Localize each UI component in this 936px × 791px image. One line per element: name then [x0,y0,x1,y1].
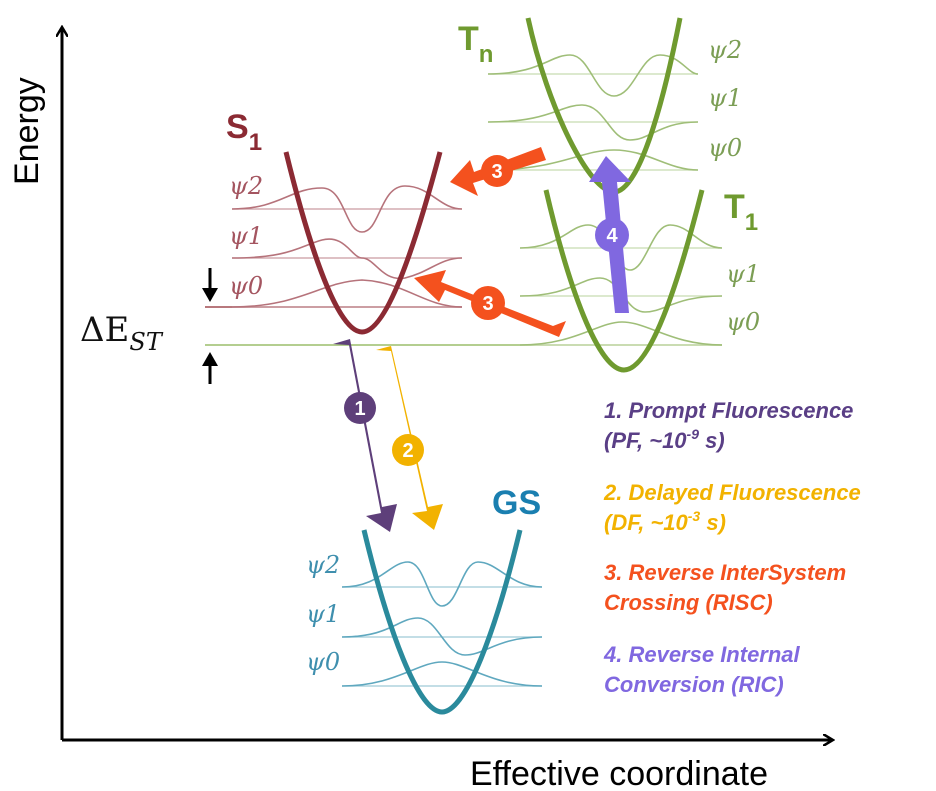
legend-item-ric: 4. Reverse Internal Conversion (RIC) [603,642,801,697]
tn-label: Tn [458,20,493,68]
s1-psi2-label: ψ2 [229,172,263,200]
gs-psi1-label: ψ1 [306,600,340,628]
arrow-2-number: 2 [402,440,413,462]
risc-bottom-arrow: 3 [414,270,566,337]
legend-1-line2: (PF, ~10-9 s) [604,426,725,453]
t1-label: T1 [724,188,758,236]
gs-potential-curve [361,529,523,715]
legend-item-risc: 3. Reverse InterSystem Crossing (RISC) [604,560,846,615]
s1-state: S1 ψ2 ψ1 ψ0 [226,108,463,335]
s1-psi0-label: ψ0 [229,272,263,300]
legend-item-prompt-fluorescence: 1. Prompt Fluorescence (PF, ~10-9 s) [604,398,853,453]
s1-label: S1 [226,108,262,156]
delayed-fluorescence-arrow: 2 [376,346,443,530]
gs-psi0-label: ψ0 [306,648,340,676]
t1-potential-curve [543,189,705,373]
legend: 1. Prompt Fluorescence (PF, ~10-9 s) 2. … [603,398,861,697]
legend-4-line1: 4. Reverse Internal [603,642,801,667]
legend-2-line1: 2. Delayed Fluorescence [603,480,861,505]
y-axis-label: Energy [8,77,46,185]
legend-item-delayed-fluorescence: 2. Delayed Fluorescence (DF, ~10-3 s) [603,480,861,535]
risc-top-arrow: 3 [450,147,546,196]
t1-psi1-label: ψ1 [726,260,760,288]
s1-potential-curve [283,151,443,335]
ric-arrow: 4 [589,156,631,313]
delta-est-up-arrow-icon [202,352,218,384]
x-axis-label: Effective coordinate [470,755,768,791]
tn-state: Tn ψ2 ψ1 ψ0 [458,17,742,195]
gs-psi2-label: ψ2 [306,551,340,579]
delta-est-down-arrow-icon [202,268,218,302]
tn-psi0-label: ψ0 [708,134,742,162]
legend-1-line1: 1. Prompt Fluorescence [604,398,853,423]
tn-psi2-label: ψ2 [708,36,742,64]
prompt-fluorescence-arrow: 1 [333,339,397,532]
delta-est-symbol: ΔE [80,310,129,350]
gs-wavefunctions [341,561,543,687]
legend-3-line2: Crossing (RISC) [604,590,773,615]
s1-psi1-label: ψ1 [229,222,263,250]
legend-4-line2: Conversion (RIC) [604,672,784,697]
t1-state: T1 ψ1 ψ0 [519,188,760,373]
gs-state: GS ψ2 ψ1 ψ0 [306,484,543,715]
legend-2-line2: (DF, ~10-3 s) [604,508,726,535]
delta-est-subscript: ST [129,328,163,356]
arrow-1-number: 1 [354,398,365,420]
arrow-3-bottom-number: 3 [482,293,493,315]
tn-levels [488,73,698,171]
arrow-3-top-number: 3 [491,161,502,183]
tn-psi1-label: ψ1 [708,84,742,112]
arrow-4-number: 4 [606,225,618,247]
s1-levels [232,208,462,308]
delta-est-label: ΔEST [80,310,164,356]
gs-label: GS [492,484,541,522]
t1-psi0-label: ψ0 [726,308,760,336]
legend-3-line1: 3. Reverse InterSystem [604,560,846,585]
s1-wavefunctions [231,185,463,308]
